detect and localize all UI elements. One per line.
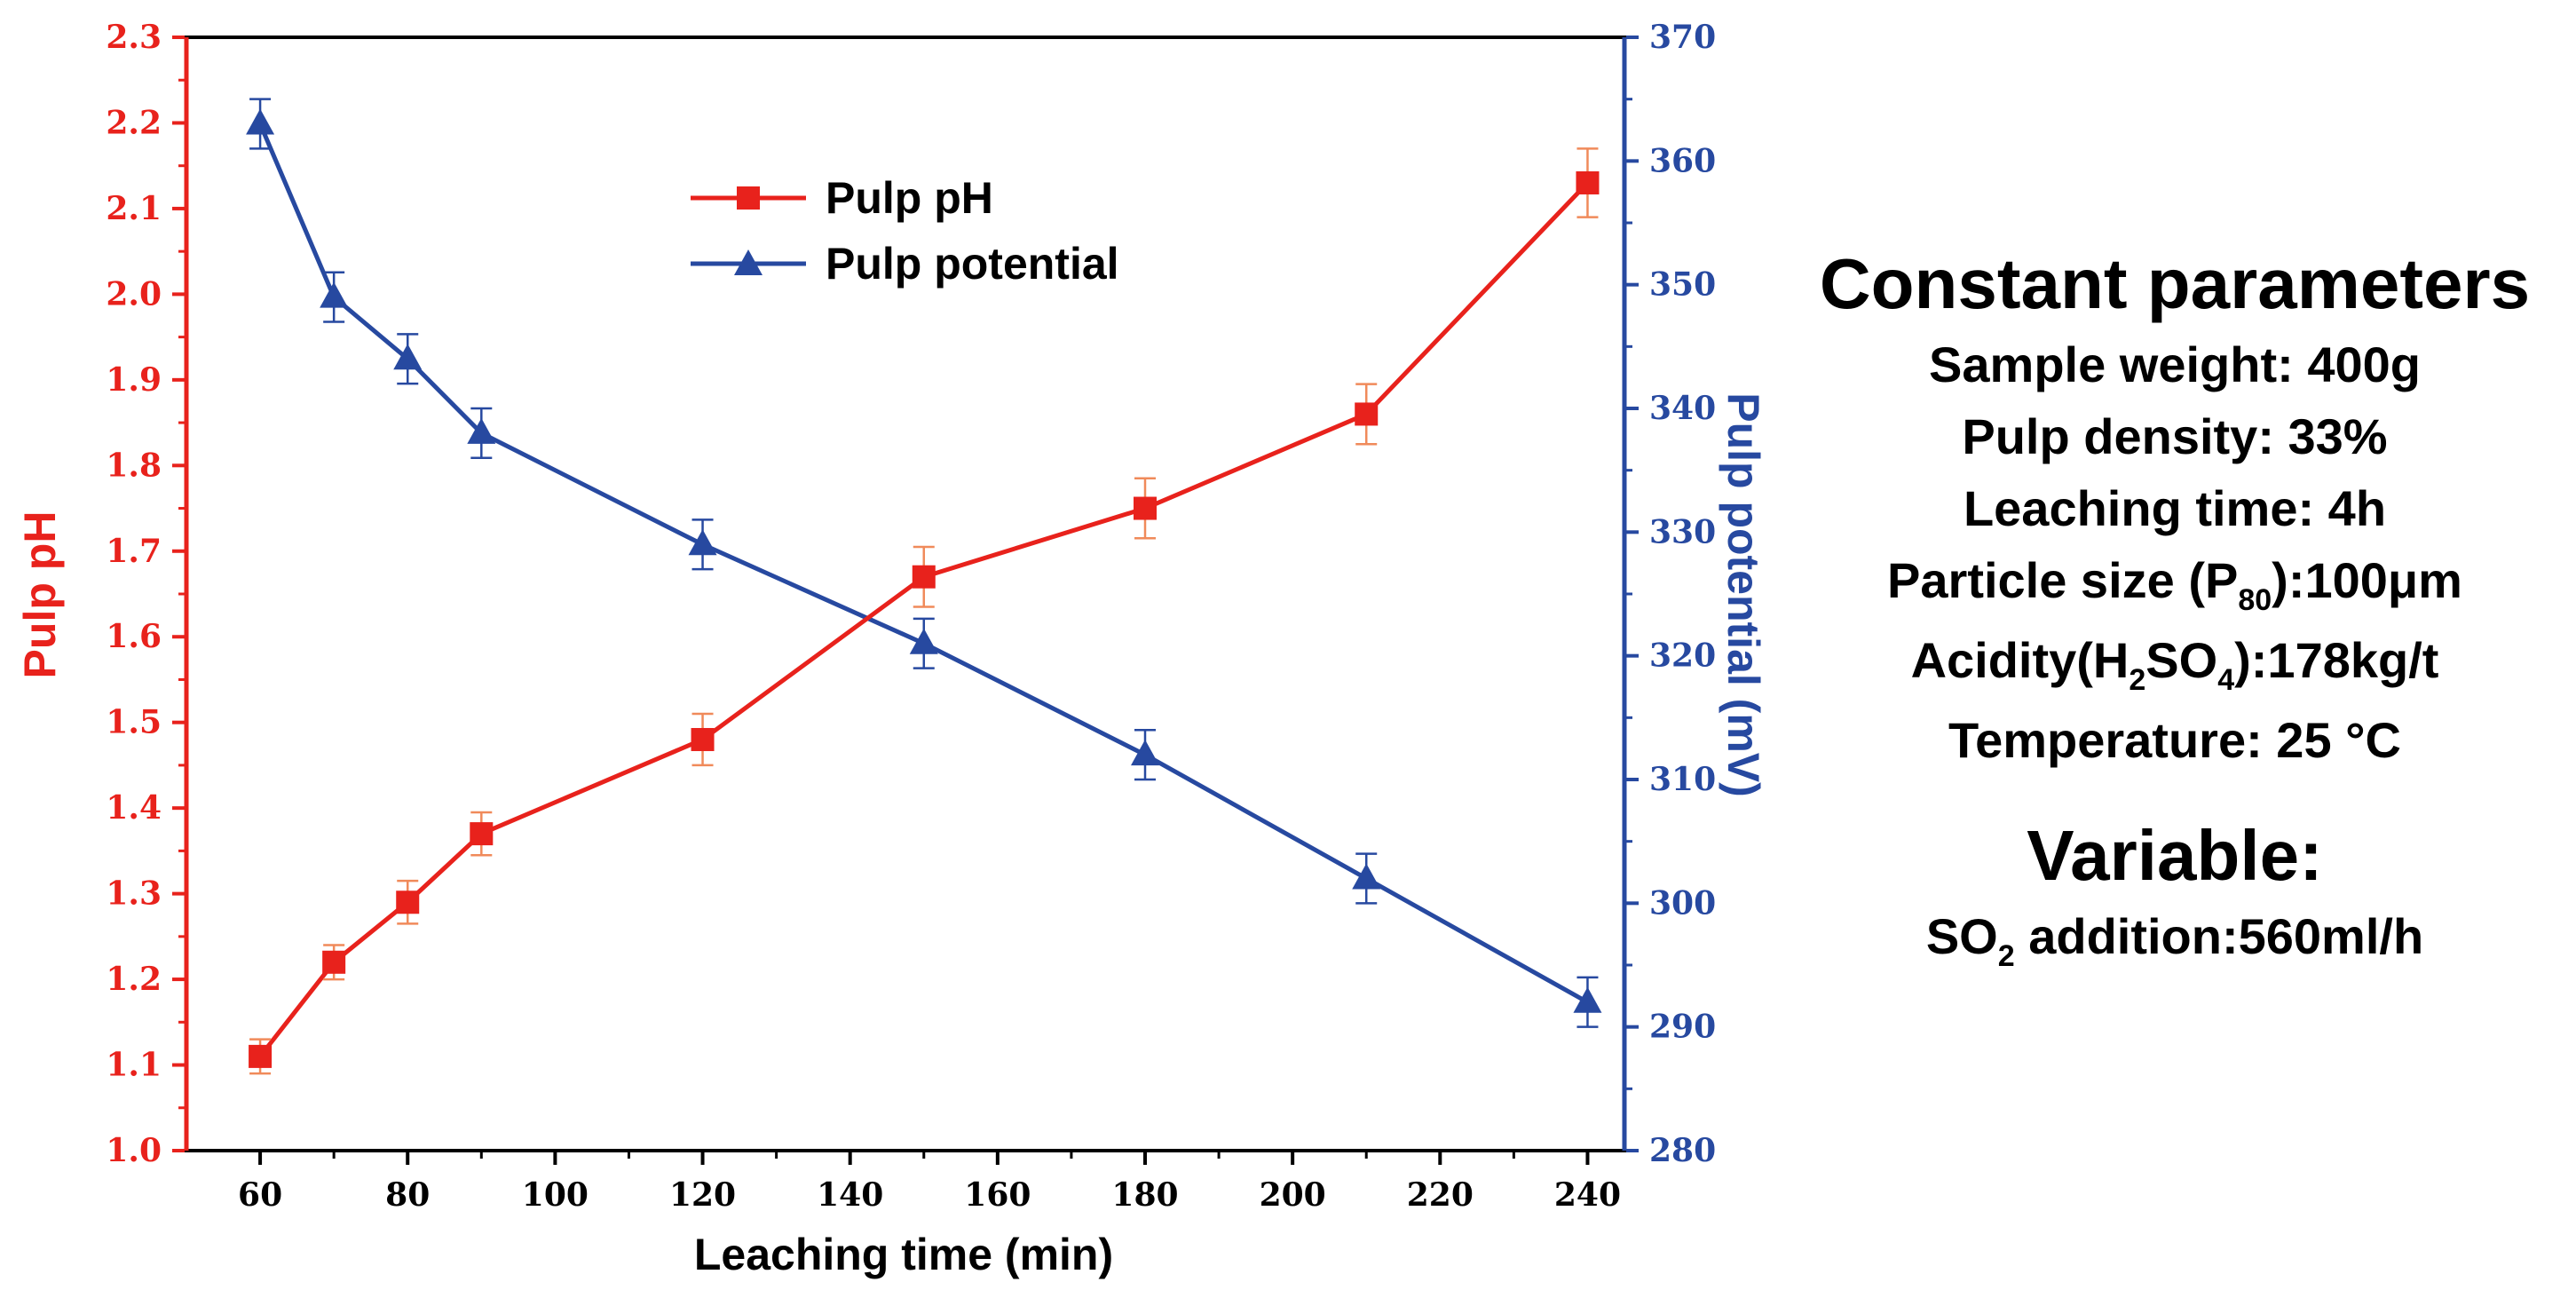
left-tick-label: 1.0	[106, 1132, 162, 1169]
potential-point	[909, 628, 938, 654]
right-tick-label: 350	[1649, 266, 1716, 304]
x-tick-label: 140	[817, 1176, 883, 1214]
legend-marker-ph	[737, 186, 760, 210]
potential-point	[688, 529, 717, 556]
left-tick-label: 1.9	[106, 361, 162, 399]
temperature-text: Temperature: 25 °C	[1948, 712, 2401, 768]
variable-heading: Variable:	[2027, 816, 2323, 895]
x-tick-label: 100	[522, 1176, 589, 1214]
leaching-time-text: Leaching time: 4h	[1963, 480, 2387, 536]
legend: Pulp pH Pulp potential	[691, 173, 1119, 289]
left-tick-label: 1.5	[106, 704, 162, 741]
left-tick-label: 1.2	[106, 961, 162, 998]
x-tick-label: 240	[1554, 1176, 1621, 1214]
right-tick-label: 290	[1649, 1009, 1716, 1046]
potential-point	[1131, 740, 1159, 766]
ph-point	[691, 727, 715, 751]
x-tick-label: 200	[1260, 1176, 1326, 1214]
right-tick-label: 310	[1649, 761, 1716, 798]
legend-marker-potential	[734, 249, 763, 275]
acidity-text: Acidity(H2SO4):178kg/t	[1910, 632, 2439, 697]
right-tick-label: 300	[1649, 884, 1716, 922]
ph-point	[470, 822, 494, 846]
ph-point	[322, 950, 346, 974]
right-tick-label: 340	[1649, 390, 1716, 427]
left-tick-label: 2.2	[106, 104, 162, 141]
x-tick-label: 120	[669, 1176, 736, 1214]
x-tick-label: 160	[964, 1176, 1031, 1214]
legend-label-potential: Pulp potential	[826, 239, 1119, 289]
potential-point	[320, 281, 349, 308]
right-tick-label: 370	[1649, 19, 1716, 56]
left-axis-ticks: 1.0 1.1 1.2 1.3 1.4 1.5 1.6 1.7 1.8 1.9 2.0 2.1 2.2 2…	[106, 19, 186, 1169]
right-axis-title: Pulp potential (mV)	[1719, 392, 1768, 797]
right-tick-label: 330	[1649, 513, 1716, 550]
parameter-panel: Constant parameters Sample weight: 400g …	[1775, 240, 2574, 980]
ph-point	[396, 890, 420, 914]
right-axis-ticks: 280 290 300 310 320 330 340 350 360 370	[1624, 19, 1716, 1169]
x-axis-ticks: 60 80 100 120 140 160 180 200 220 240	[238, 1151, 1621, 1214]
right-tick-label: 360	[1649, 142, 1716, 179]
legend-label-ph: Pulp pH	[826, 173, 993, 223]
left-tick-label: 1.3	[106, 875, 162, 913]
left-tick-label: 2.1	[106, 190, 162, 227]
legend-item-potential: Pulp potential	[691, 239, 1119, 289]
potential-point	[1352, 863, 1381, 890]
left-tick-label: 2.0	[106, 275, 162, 313]
left-tick-label: 2.3	[106, 19, 162, 56]
x-tick-label: 220	[1407, 1176, 1474, 1214]
so2-addition-text: SO2 addition:560ml/h	[1925, 908, 2424, 973]
right-tick-label: 320	[1649, 637, 1716, 675]
left-tick-label: 1.4	[106, 789, 162, 827]
sample-weight-text: Sample weight: 400g	[1929, 336, 2421, 392]
series-ph	[249, 147, 1600, 1075]
potential-point	[393, 344, 423, 370]
x-axis-title: Leaching time (min)	[694, 1230, 1113, 1279]
left-tick-label: 1.6	[106, 618, 162, 655]
legend-item-ph: Pulp pH	[691, 173, 993, 223]
ph-point	[912, 565, 936, 589]
right-tick-label: 280	[1649, 1132, 1716, 1169]
left-axis-title: Pulp pH	[15, 511, 65, 679]
particle-size-text: Particle size (P80):100μm	[1887, 552, 2462, 617]
ph-point	[249, 1044, 273, 1068]
x-tick-label: 180	[1111, 1176, 1178, 1214]
left-tick-label: 1.1	[106, 1047, 162, 1084]
constant-parameters-heading: Constant parameters	[1819, 244, 2531, 323]
left-tick-label: 1.8	[106, 447, 162, 484]
potential-point	[1573, 986, 1602, 1013]
pulp-density-text: Pulp density: 33%	[1962, 408, 2388, 464]
x-tick-label: 80	[385, 1176, 430, 1214]
ph-point	[1355, 402, 1379, 426]
ph-point	[1134, 496, 1157, 520]
series-potential	[246, 98, 1602, 1028]
x-tick-label: 60	[238, 1176, 282, 1214]
potential-point	[467, 417, 496, 444]
ph-point	[1576, 170, 1600, 194]
left-tick-label: 1.7	[106, 533, 162, 570]
potential-point	[246, 108, 275, 135]
